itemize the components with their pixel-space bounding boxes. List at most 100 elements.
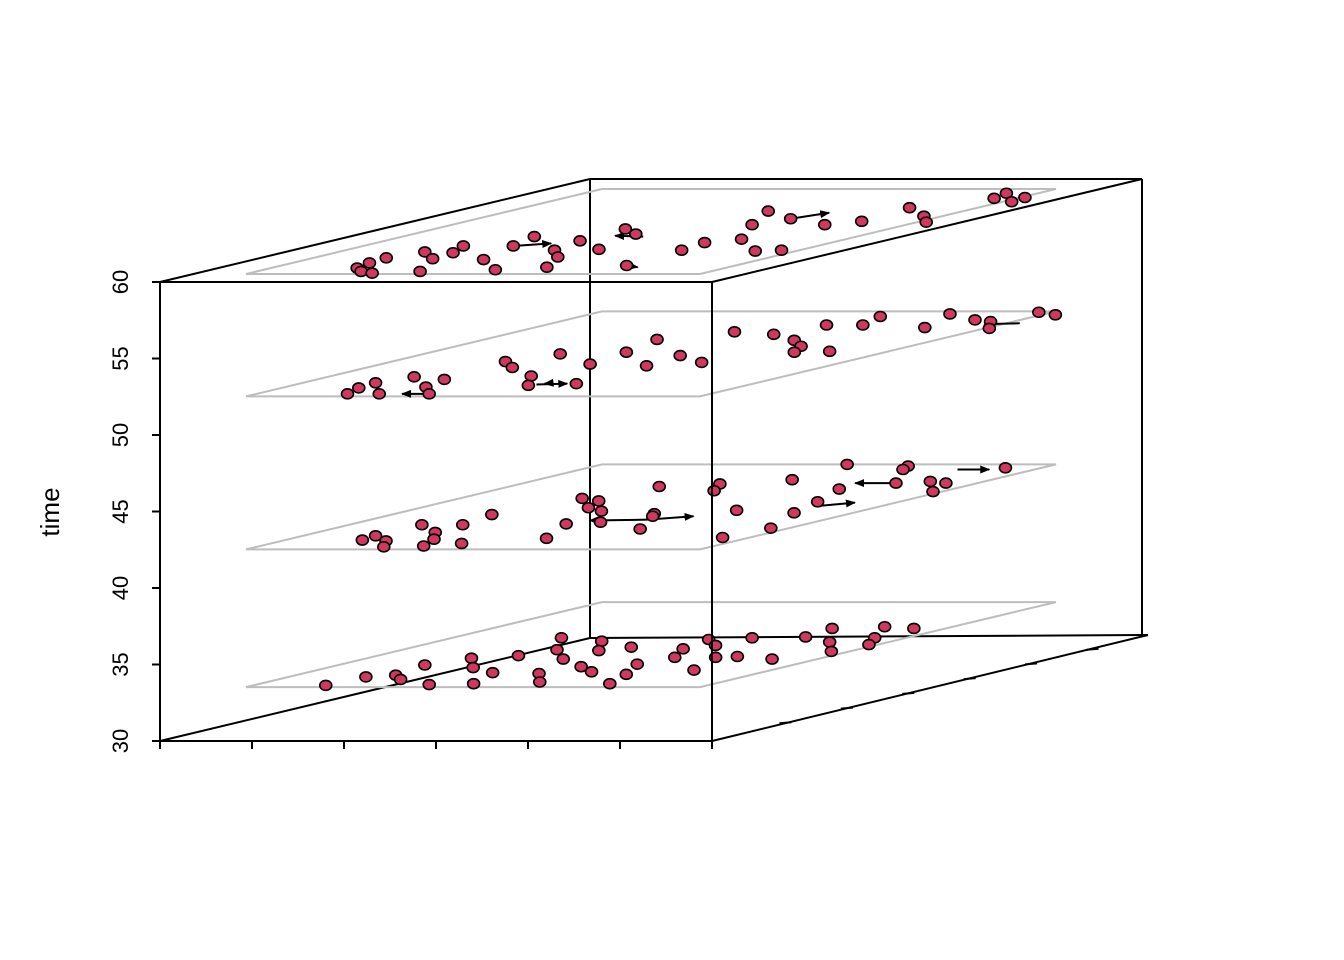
- data-point: [527, 230, 542, 243]
- data-point: [554, 631, 569, 644]
- data-point: [418, 246, 432, 258]
- movement-arrow: [817, 499, 856, 508]
- z-tick-label: 45: [108, 499, 133, 523]
- data-point: [676, 643, 690, 655]
- data-point: [619, 668, 634, 681]
- data-point: [673, 349, 688, 362]
- data-point: [418, 659, 432, 671]
- data-point: [619, 346, 634, 359]
- data-point: [368, 376, 383, 389]
- data-point: [856, 319, 870, 331]
- data-point: [633, 523, 647, 535]
- data-point: [521, 379, 536, 392]
- data-point: [1048, 308, 1063, 321]
- data-point: [998, 461, 1013, 474]
- box-bottom-right-depth: [711, 634, 1149, 742]
- data-point: [456, 240, 471, 252]
- data-point: [907, 622, 921, 635]
- data-point: [362, 257, 377, 269]
- z-tick-label: 35: [108, 652, 133, 676]
- data-point: [488, 263, 503, 276]
- box-top-right-depth: [711, 178, 1143, 283]
- axis-ticks: [152, 281, 1099, 749]
- data-point: [889, 477, 903, 489]
- data-point: [765, 653, 779, 665]
- data-point: [939, 477, 953, 489]
- y-tick: [840, 706, 853, 710]
- y-tick: [902, 691, 915, 695]
- data-point: [506, 240, 521, 252]
- z-tick-label: 50: [108, 423, 133, 447]
- data-point: [393, 673, 408, 686]
- data-point: [987, 192, 1001, 205]
- data-point: [1032, 306, 1046, 319]
- data-point: [407, 371, 421, 383]
- data-point: [1004, 195, 1019, 208]
- time-layer: [245, 458, 1057, 553]
- box-top-left-depth: [159, 178, 591, 283]
- data-point: [485, 666, 500, 679]
- data-point: [581, 501, 596, 514]
- data-point: [340, 388, 355, 400]
- data-point: [652, 480, 667, 493]
- time-layer: [245, 187, 1057, 279]
- data-point: [919, 216, 934, 228]
- data-point: [422, 388, 437, 400]
- data-point: [896, 463, 910, 476]
- time-layer: [245, 306, 1063, 400]
- data-point: [376, 541, 391, 553]
- data-point: [730, 650, 745, 663]
- data-point: [466, 677, 481, 690]
- data-point: [592, 644, 606, 657]
- data-point: [674, 244, 689, 256]
- data-point: [840, 458, 854, 471]
- data-point: [766, 328, 781, 341]
- data-point: [785, 473, 799, 486]
- data-point: [476, 253, 491, 266]
- data-point: [639, 359, 654, 372]
- z-tick-label: 40: [108, 576, 133, 600]
- data-point: [943, 308, 957, 320]
- data-point: [761, 205, 776, 217]
- data-point: [372, 388, 387, 400]
- data-point: [667, 651, 682, 664]
- data-point: [619, 259, 634, 272]
- data-point: [694, 356, 709, 369]
- data-point: [917, 321, 932, 334]
- z-axis-tick-labels: 30 35 40 45 50 55 60: [108, 270, 133, 753]
- data-point: [774, 244, 789, 256]
- data-point: [574, 660, 588, 673]
- z-axis-title: time: [35, 487, 65, 536]
- data-point: [318, 679, 333, 692]
- data-point: [715, 531, 730, 544]
- data-point: [810, 495, 825, 508]
- data-point: [877, 620, 892, 633]
- y-tick: [1025, 662, 1038, 666]
- data-point: [540, 261, 554, 274]
- data-point: [650, 333, 664, 346]
- y-tick: [779, 721, 792, 725]
- z-tick-label: 55: [108, 346, 133, 370]
- data-point: [628, 228, 643, 240]
- data-point: [556, 653, 571, 665]
- layer-grid-plane: [245, 463, 1057, 551]
- data-point: [511, 649, 526, 662]
- layer-grid-plane: [245, 601, 1057, 689]
- data-point: [697, 236, 712, 249]
- data-point: [466, 661, 480, 674]
- data-point: [729, 504, 744, 517]
- data-point: [873, 310, 888, 323]
- data-point: [817, 218, 832, 231]
- data-point: [365, 267, 379, 279]
- data-point: [368, 529, 383, 542]
- data-point: [437, 373, 452, 386]
- layer-grid-plane: [245, 310, 1057, 398]
- box-bottom-left-depth: [159, 637, 591, 742]
- data-point: [727, 325, 742, 338]
- data-point: [569, 377, 584, 390]
- data-point: [464, 652, 479, 665]
- data-point: [485, 508, 499, 521]
- data-point: [550, 643, 564, 656]
- z-tick-label: 60: [108, 270, 133, 294]
